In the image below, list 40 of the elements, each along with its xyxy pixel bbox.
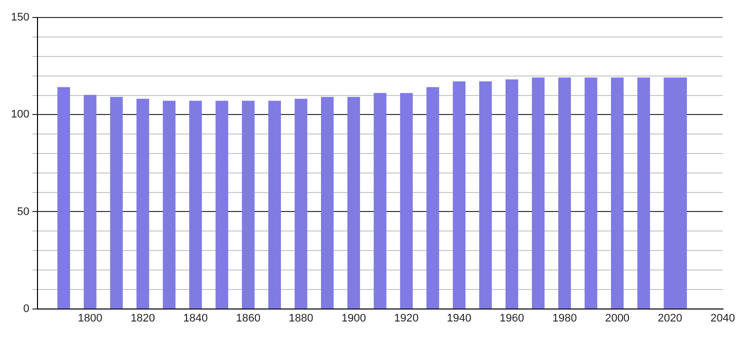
x-tick-label: 1960 <box>500 312 524 324</box>
y-tick-label: 50 <box>17 206 30 218</box>
bar <box>110 96 123 309</box>
x-tick-label: 1840 <box>183 312 208 324</box>
x-tick-label: 2000 <box>605 312 630 324</box>
x-tick-label: 1920 <box>394 312 419 324</box>
bar <box>479 81 492 309</box>
x-tick-label: 1940 <box>446 312 472 324</box>
bar <box>189 100 202 309</box>
x-tick-label: 1860 <box>236 312 260 324</box>
x-tick-label: 1880 <box>288 312 314 324</box>
y-tick-label: 100 <box>10 108 30 121</box>
bar <box>294 98 308 309</box>
bar <box>506 79 518 309</box>
bar <box>216 100 228 309</box>
bar <box>584 77 598 309</box>
bar <box>400 92 413 309</box>
bar <box>426 87 440 309</box>
bar <box>558 77 571 309</box>
bar <box>57 87 70 309</box>
bar <box>610 77 624 309</box>
bar <box>532 77 545 309</box>
bar <box>452 81 466 309</box>
bar <box>84 94 96 309</box>
x-tick-label: 1820 <box>130 312 156 324</box>
x-tick-label: 1800 <box>78 312 102 324</box>
x-tick-label: 1900 <box>341 312 366 324</box>
bar <box>136 98 150 309</box>
bar <box>637 77 650 309</box>
x-tick-label: 2040 <box>710 312 736 324</box>
x-tick-label: 1980 <box>552 312 577 324</box>
bar <box>242 100 255 309</box>
bar <box>268 100 281 309</box>
bar <box>162 100 176 309</box>
y-tick-label: 150 <box>10 12 30 24</box>
bar <box>347 96 360 309</box>
bar <box>374 92 386 309</box>
bar <box>321 96 334 309</box>
x-tick-label: 2020 <box>658 312 682 324</box>
y-tick-label: 0 <box>23 302 30 315</box>
